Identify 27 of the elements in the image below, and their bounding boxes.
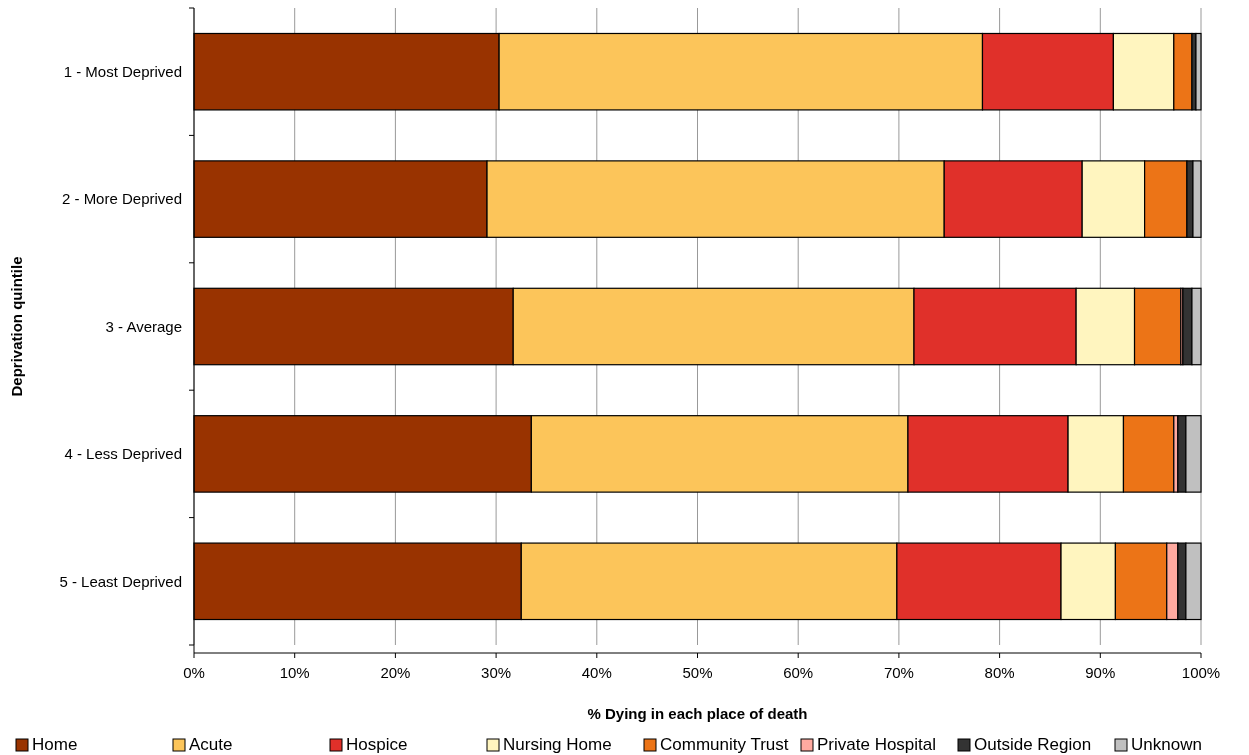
x-tick-label: 90% (1085, 664, 1116, 681)
x-tick-label: 20% (380, 664, 411, 681)
legend-label: Unknown (1131, 735, 1202, 754)
x-tick-label: 80% (984, 664, 1015, 681)
y-axis-title: Deprivation quintile (8, 256, 25, 397)
x-tick-label: 30% (481, 664, 512, 681)
legend-label: Nursing Home (503, 735, 612, 754)
y-tick-label: 3 - Average (105, 317, 182, 335)
x-tick-label: 0% (183, 664, 205, 681)
legend-label: Acute (189, 735, 233, 754)
x-tick-label: 60% (783, 664, 814, 681)
y-tick-label: 4 - Less Deprived (64, 445, 182, 463)
legend-label: Home (32, 735, 78, 754)
legend-label: Community Trust (660, 735, 789, 754)
legend-label: Hospice (346, 735, 408, 754)
y-tick-label: 5 - Least Deprived (59, 572, 182, 590)
x-tick-label: 10% (279, 664, 310, 681)
y-tick-label: 2 - More Deprived (61, 190, 182, 208)
bar (1195, 32, 1202, 111)
x-tick-label: 100% (1181, 664, 1221, 681)
y-tick-label: 1 - Most Deprived (63, 62, 182, 80)
x-axis-title: % Dying in each place of death (587, 705, 808, 722)
x-tick-label: 70% (883, 664, 914, 681)
legend-label: Outside Region (974, 735, 1092, 754)
legend-label: Private Hospital (817, 735, 937, 754)
x-tick-label: 50% (682, 664, 713, 681)
x-tick-label: 40% (581, 664, 612, 681)
